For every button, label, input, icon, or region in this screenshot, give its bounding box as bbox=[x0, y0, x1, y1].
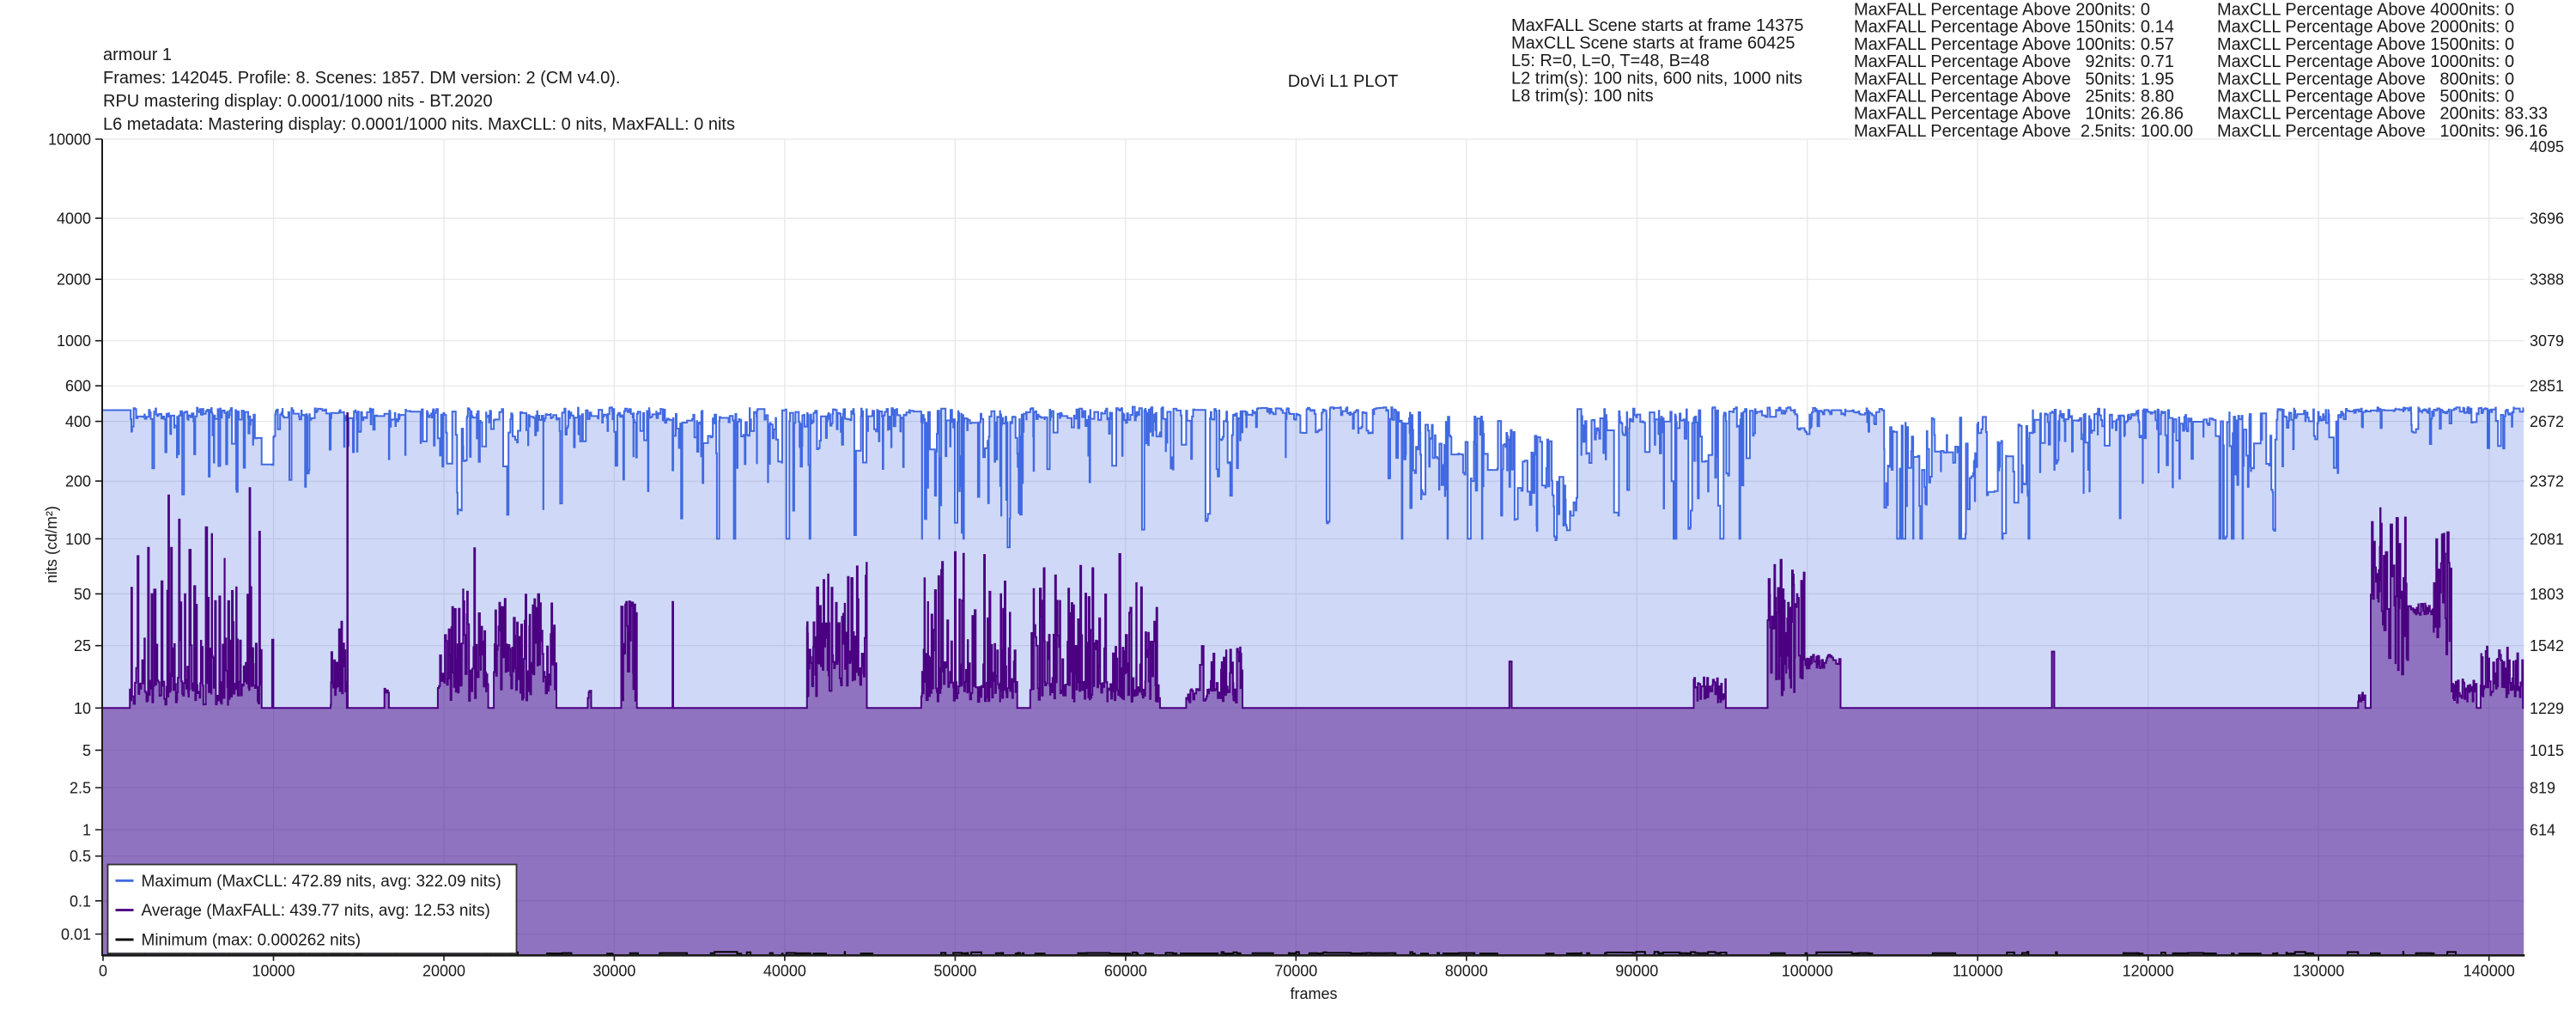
svg-text:Minimum (max: 0.000262 nits): Minimum (max: 0.000262 nits) bbox=[142, 931, 361, 949]
svg-text:1803: 1803 bbox=[2530, 586, 2564, 603]
svg-text:nits (cd/m²): nits (cd/m²) bbox=[43, 506, 60, 583]
svg-text:614: 614 bbox=[2530, 822, 2555, 839]
svg-text:L2 trim(s): 100 nits, 600 nits: L2 trim(s): 100 nits, 600 nits, 1000 nit… bbox=[1511, 70, 1802, 88]
svg-text:90000: 90000 bbox=[1615, 963, 1658, 980]
svg-text:25: 25 bbox=[74, 637, 91, 654]
svg-text:MaxCLL Percentage Above 800n: MaxCLL Percentage Above 800nits: 0 bbox=[2217, 70, 2514, 88]
svg-text:50: 50 bbox=[74, 586, 91, 603]
svg-text:1229: 1229 bbox=[2530, 700, 2564, 717]
svg-text:MaxFALL Percentage Above 2.5n: MaxFALL Percentage Above 2.5nits: 100.00 bbox=[1854, 122, 2193, 141]
svg-text:600: 600 bbox=[65, 378, 91, 395]
svg-text:MaxCLL Percentage Above 2000ni: MaxCLL Percentage Above 2000nits: 0 bbox=[2217, 18, 2514, 37]
svg-text:3079: 3079 bbox=[2530, 332, 2564, 350]
svg-text:40000: 40000 bbox=[763, 963, 806, 980]
svg-text:MaxFALL Scene starts at frame: MaxFALL Scene starts at frame 14375 bbox=[1511, 16, 1804, 35]
svg-text:1: 1 bbox=[82, 822, 91, 839]
svg-text:2000: 2000 bbox=[57, 271, 91, 289]
svg-text:400: 400 bbox=[65, 413, 91, 430]
svg-text:0: 0 bbox=[99, 963, 107, 980]
svg-text:0.1: 0.1 bbox=[70, 892, 91, 910]
svg-text:armour 1: armour 1 bbox=[103, 46, 172, 64]
svg-text:2372: 2372 bbox=[2530, 473, 2564, 490]
svg-text:MaxFALL Percentage Above 10n: MaxFALL Percentage Above 10nits: 26.86 bbox=[1854, 105, 2184, 124]
svg-text:4095: 4095 bbox=[2530, 138, 2564, 155]
svg-text:200: 200 bbox=[65, 473, 91, 490]
svg-text:L5: R=0, L=0, T=48, B=48: L5: R=0, L=0, T=48, B=48 bbox=[1511, 52, 1710, 70]
svg-text:819: 819 bbox=[2530, 780, 2555, 797]
svg-text:4000: 4000 bbox=[57, 210, 91, 228]
svg-text:DoVi L1 PLOT: DoVi L1 PLOT bbox=[1288, 72, 1399, 91]
svg-text:80000: 80000 bbox=[1445, 963, 1488, 980]
svg-text:10000: 10000 bbox=[48, 131, 91, 149]
svg-text:2081: 2081 bbox=[2530, 531, 2564, 548]
svg-text:20000: 20000 bbox=[422, 963, 465, 980]
svg-text:0.5: 0.5 bbox=[70, 848, 91, 865]
svg-text:MaxFALL Percentage Above 150ni: MaxFALL Percentage Above 150nits: 0.14 bbox=[1854, 18, 2174, 37]
svg-text:120000: 120000 bbox=[2123, 963, 2174, 980]
svg-text:0.01: 0.01 bbox=[61, 926, 91, 943]
svg-text:110000: 110000 bbox=[1953, 963, 2003, 980]
svg-text:140000: 140000 bbox=[2464, 963, 2515, 980]
svg-text:MaxFALL Percentage Above 50n: MaxFALL Percentage Above 50nits: 1.95 bbox=[1854, 70, 2174, 88]
svg-text:30000: 30000 bbox=[592, 963, 635, 980]
svg-text:60000: 60000 bbox=[1104, 963, 1147, 980]
svg-text:MaxCLL Percentage Above 200n: MaxCLL Percentage Above 200nits: 83.33 bbox=[2217, 105, 2548, 124]
svg-text:Average (MaxFALL: 439.77 nits,: Average (MaxFALL: 439.77 nits, avg: 12.5… bbox=[142, 902, 490, 920]
svg-text:3388: 3388 bbox=[2530, 271, 2564, 289]
svg-text:2.5: 2.5 bbox=[70, 780, 91, 797]
svg-text:MaxFALL Percentage Above 25n: MaxFALL Percentage Above 25nits: 8.80 bbox=[1854, 88, 2174, 107]
svg-text:MaxCLL Percentage Above 4000ni: MaxCLL Percentage Above 4000nits: 0 bbox=[2217, 1, 2514, 20]
svg-text:2851: 2851 bbox=[2530, 378, 2564, 395]
svg-text:frames: frames bbox=[1290, 985, 1337, 1002]
svg-text:MaxFALL Percentage Above 100ni: MaxFALL Percentage Above 100nits: 0.57 bbox=[1854, 35, 2174, 54]
svg-text:MaxCLL Percentage Above 500n: MaxCLL Percentage Above 500nits: 0 bbox=[2217, 88, 2514, 107]
svg-text:3696: 3696 bbox=[2530, 210, 2564, 228]
svg-text:Maximum (MaxCLL: 472.89 nits,: Maximum (MaxCLL: 472.89 nits, avg: 322.0… bbox=[142, 873, 501, 891]
svg-text:L6 metadata: Mastering display: L6 metadata: Mastering display: 0.0001/1… bbox=[103, 115, 735, 134]
svg-text:10: 10 bbox=[74, 700, 91, 717]
svg-text:MaxFALL Percentage Above 200ni: MaxFALL Percentage Above 200nits: 0 bbox=[1854, 1, 2150, 20]
svg-text:MaxFALL Percentage Above 92n: MaxFALL Percentage Above 92nits: 0.71 bbox=[1854, 52, 2174, 71]
svg-text:5: 5 bbox=[82, 742, 91, 759]
svg-text:100: 100 bbox=[65, 531, 91, 548]
svg-text:100000: 100000 bbox=[1782, 963, 1833, 980]
svg-text:MaxCLL Scene starts at frame 6: MaxCLL Scene starts at frame 60425 bbox=[1511, 34, 1795, 53]
svg-text:1000: 1000 bbox=[57, 332, 91, 350]
svg-text:MaxCLL Percentage Above 1500ni: MaxCLL Percentage Above 1500nits: 0 bbox=[2217, 35, 2514, 54]
svg-text:2672: 2672 bbox=[2530, 413, 2564, 430]
svg-text:MaxCLL Percentage Above 1000ni: MaxCLL Percentage Above 1000nits: 0 bbox=[2217, 52, 2514, 71]
svg-text:10000: 10000 bbox=[252, 963, 295, 980]
svg-text:1015: 1015 bbox=[2530, 742, 2564, 759]
svg-text:50000: 50000 bbox=[933, 963, 976, 980]
svg-text:1542: 1542 bbox=[2530, 637, 2564, 654]
svg-text:70000: 70000 bbox=[1274, 963, 1317, 980]
svg-text:RPU mastering display: 0.0001/: RPU mastering display: 0.0001/1000 nits … bbox=[103, 92, 493, 111]
svg-text:Frames: 142045. Profile: 8. Sc: Frames: 142045. Profile: 8. Scenes: 1857… bbox=[103, 69, 620, 88]
svg-text:MaxCLL Percentage Above 100n: MaxCLL Percentage Above 100nits: 96.16 bbox=[2217, 122, 2548, 141]
svg-text:130000: 130000 bbox=[2293, 963, 2344, 980]
svg-text:L8 trim(s): 100 nits: L8 trim(s): 100 nits bbox=[1511, 87, 1654, 106]
